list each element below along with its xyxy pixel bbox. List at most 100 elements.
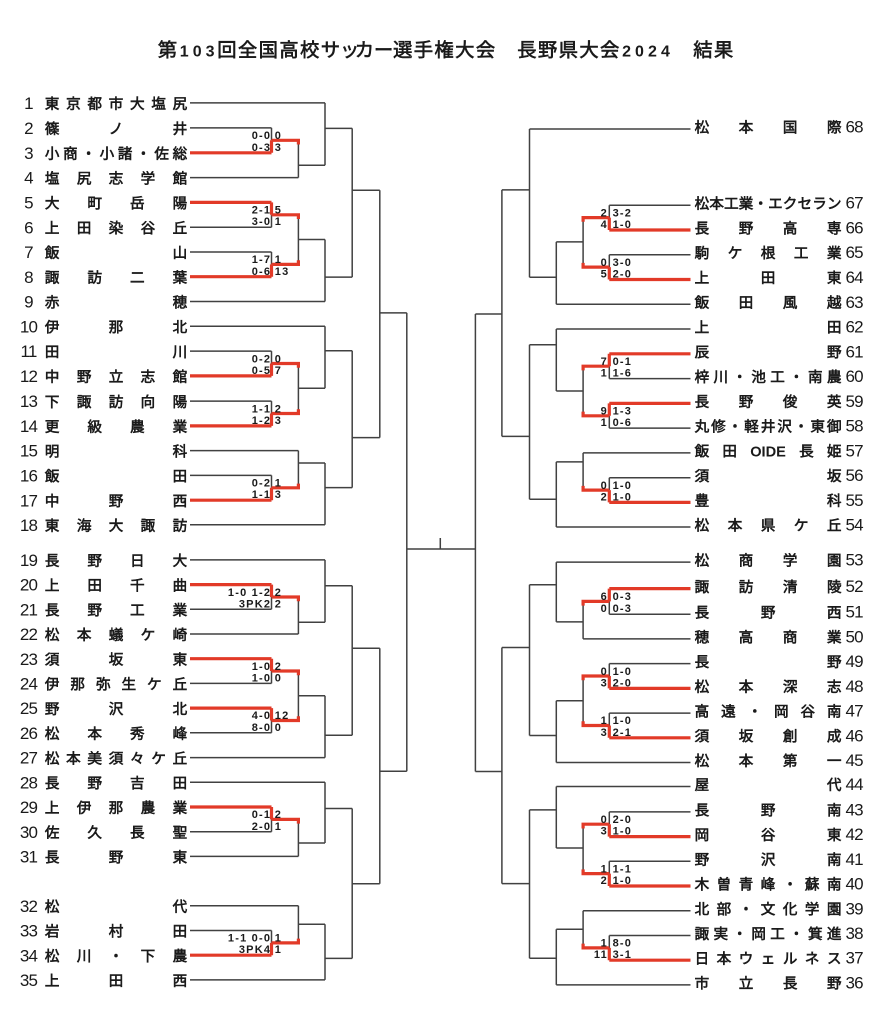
svg-text:50: 50 [846,627,864,646]
svg-text:2: 2 [601,207,608,219]
svg-text:48: 48 [846,677,864,696]
svg-text:1-0: 1-0 [252,661,272,673]
svg-text:1-0: 1-0 [613,491,633,503]
svg-text:3: 3 [24,144,33,163]
svg-text:OIDE: OIDE [750,444,786,460]
svg-text:0-5: 0-5 [252,365,272,377]
svg-text:5: 5 [601,269,608,281]
svg-text:2-0: 2-0 [613,677,633,689]
svg-text:2: 2 [275,809,282,821]
svg-text:47: 47 [846,702,864,721]
svg-text:61: 61 [846,342,864,361]
svg-text:33: 33 [20,922,38,941]
svg-text:4: 4 [661,44,670,61]
svg-text:28: 28 [20,773,38,792]
svg-text:14: 14 [20,417,38,436]
svg-text:9: 9 [601,406,608,418]
svg-text:2: 2 [275,587,282,599]
svg-text:58: 58 [846,417,864,436]
svg-text:24: 24 [20,675,38,694]
svg-text:6: 6 [24,218,33,237]
svg-text:3: 3 [275,142,282,154]
svg-text:1-6: 1-6 [613,368,633,380]
svg-text:2: 2 [622,44,631,61]
svg-text:2: 2 [601,875,608,887]
svg-text:1-0: 1-0 [252,672,272,684]
svg-text:1-2: 1-2 [252,415,272,427]
svg-text:1: 1 [601,938,608,950]
svg-text:30: 30 [20,823,38,842]
svg-text:29: 29 [20,798,38,817]
svg-text:45: 45 [846,751,864,770]
svg-text:37: 37 [846,949,864,968]
svg-text:32: 32 [20,897,38,916]
svg-text:5: 5 [275,205,282,217]
svg-text:2-0: 2-0 [613,814,633,826]
svg-text:7: 7 [601,356,608,368]
svg-text:17: 17 [20,491,38,510]
svg-text:1-1: 1-1 [613,863,633,875]
svg-text:1: 1 [601,368,608,380]
svg-text:3-0: 3-0 [252,216,272,228]
svg-text:2: 2 [601,491,608,503]
svg-text:0: 0 [275,353,282,365]
svg-text:1-1 0-0: 1-1 0-0 [228,933,271,945]
svg-text:51: 51 [846,603,864,622]
svg-text:0: 0 [601,666,608,678]
svg-text:25: 25 [20,699,38,718]
svg-text:1-3: 1-3 [613,406,633,418]
svg-text:3: 3 [601,826,608,838]
svg-text:0-3: 0-3 [613,591,633,603]
svg-text:1: 1 [601,863,608,875]
svg-text:66: 66 [846,219,864,238]
svg-text:9: 9 [24,293,33,312]
svg-text:1: 1 [275,254,282,266]
svg-text:0: 0 [275,722,282,734]
svg-text:1: 1 [275,821,282,833]
svg-text:23: 23 [20,650,38,669]
svg-text:0: 0 [601,814,608,826]
svg-text:2-1: 2-1 [252,205,272,217]
svg-text:19: 19 [20,551,38,570]
svg-text:4-0: 4-0 [252,710,272,722]
svg-text:8-0: 8-0 [613,938,633,950]
svg-text:1-0 1-2: 1-0 1-2 [228,587,271,599]
svg-text:26: 26 [20,724,38,743]
svg-text:2-0: 2-0 [252,821,272,833]
svg-text:0: 0 [601,603,608,615]
svg-text:57: 57 [846,441,864,460]
svg-text:1: 1 [24,94,33,113]
svg-text:42: 42 [846,825,864,844]
svg-text:2: 2 [24,119,33,138]
svg-text:3PK2: 3PK2 [239,598,271,610]
svg-text:0-1: 0-1 [252,809,272,821]
svg-text:1: 1 [180,44,189,61]
svg-text:18: 18 [20,516,38,535]
svg-text:62: 62 [846,318,864,337]
svg-text:44: 44 [846,775,864,794]
svg-text:67: 67 [846,194,864,213]
svg-text:0-1: 0-1 [613,356,633,368]
svg-text:0-2: 0-2 [252,478,272,490]
svg-text:0-6: 0-6 [613,417,633,429]
svg-text:64: 64 [846,268,864,287]
svg-text:1-1: 1-1 [252,489,272,501]
svg-text:1-0: 1-0 [613,715,633,727]
svg-text:56: 56 [846,466,864,485]
svg-text:15: 15 [20,442,38,461]
svg-text:11: 11 [594,949,608,961]
svg-text:38: 38 [846,924,864,943]
svg-text:46: 46 [846,726,864,745]
svg-text:55: 55 [846,491,864,510]
svg-text:1-0: 1-0 [613,875,633,887]
svg-text:2: 2 [275,403,282,415]
svg-text:6: 6 [601,591,608,603]
svg-text:5: 5 [24,194,33,213]
svg-text:1-1: 1-1 [252,403,272,415]
svg-text:3: 3 [206,44,215,61]
svg-text:7: 7 [24,243,33,262]
svg-text:3: 3 [275,415,282,427]
svg-text:1-0: 1-0 [613,666,633,678]
svg-text:36: 36 [846,973,864,992]
svg-text:59: 59 [846,392,864,411]
